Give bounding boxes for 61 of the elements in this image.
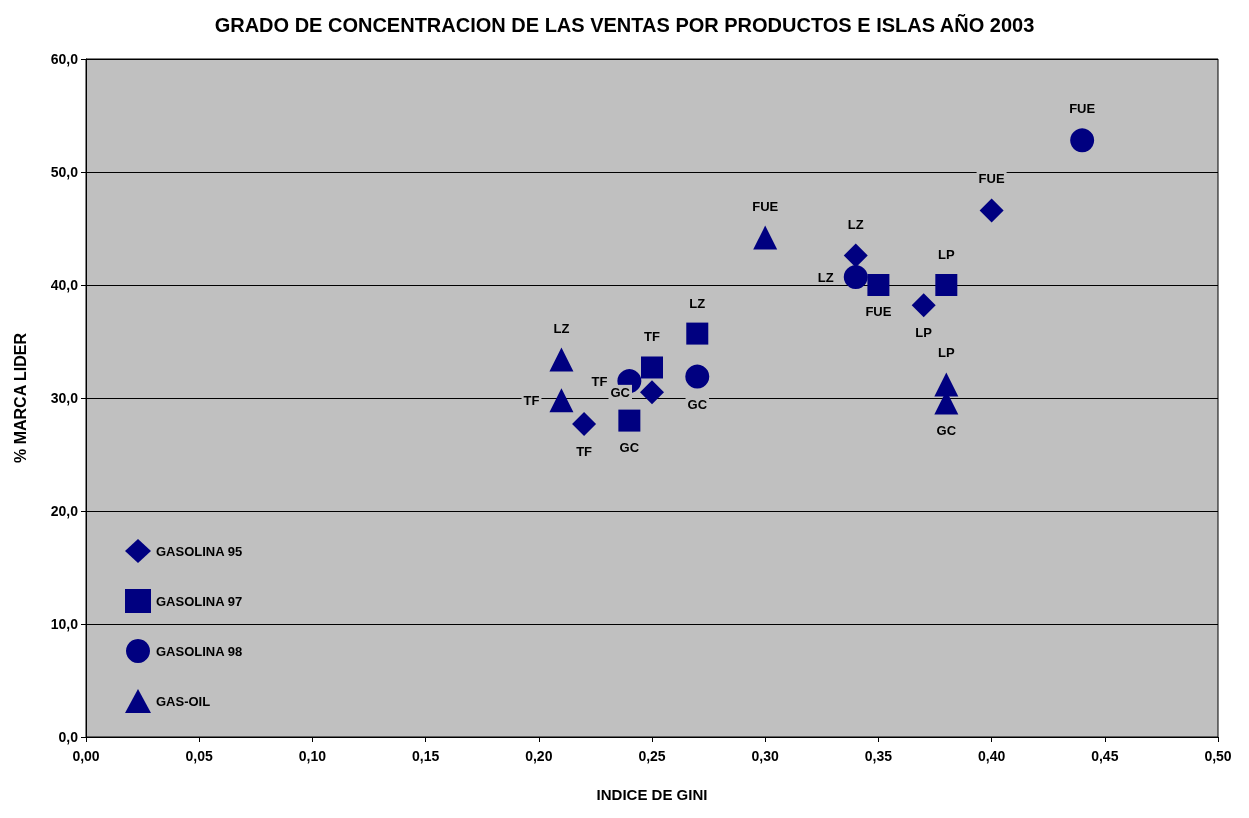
data-label: TF [591,373,608,389]
point [549,347,574,372]
data-label: GC [687,396,708,412]
y-tick-label: 20,0 [50,503,79,519]
x-tick-label: 0,35 [864,748,893,764]
point [1070,128,1095,153]
data-label: TF [523,392,540,408]
data-label: FUE [865,304,892,319]
legend-label: GASOLINA 97 [156,593,243,609]
data-label: FUE [752,198,779,214]
x-tick-label: 0,40 [977,748,1006,764]
x-tick-label: 0,50 [1204,748,1232,764]
chart-title: GRADO DE CONCENTRACION DE LAS VENTAS POR PRODUCTOS E ISLAS AÑO 2003 [214,14,1035,36]
point [934,372,959,397]
point [572,411,597,436]
point [911,293,936,318]
point [549,388,574,413]
x-tick-label: 0,15 [411,748,440,764]
y-tick-label: 40,0 [50,277,79,293]
data-label: LZ [817,269,834,285]
x-tick-label: 0,30 [751,748,780,764]
y-tick-label: 60,0 [50,51,79,67]
point [935,274,958,296]
y-tick-label: 30,0 [50,390,79,406]
data-label: LP [938,345,955,361]
data-label: TF [576,443,593,459]
data-label: GC [619,439,640,455]
y-axis-title: % MARCA LIDER [11,332,29,464]
point [843,243,868,268]
x-axis-title: INDICE DE GINI [596,786,708,803]
point [753,225,778,250]
point [843,265,868,290]
point [686,322,709,345]
x-tick-label: 0,10 [298,748,327,764]
x-tick-label: 0,20 [525,748,553,764]
y-tick-label: 0,0 [58,729,79,745]
legend-label: GASOLINA 95 [156,543,243,559]
legend-label: GASOLINA 98 [156,643,243,659]
data-label: GC [610,384,631,400]
x-tick-label: 0,25 [638,748,666,764]
data-label: LZ [847,216,864,232]
data-label: LP [915,325,933,341]
point [641,356,663,379]
point [867,274,890,296]
point [618,409,641,432]
point [685,364,710,389]
x-tick-label: 0,45 [1091,748,1119,764]
point [979,198,1004,223]
y-tick-label: 10,0 [50,616,79,632]
y-tick-label: 50,0 [50,164,79,180]
data-label: TF [644,329,660,345]
data-label: LZ [689,295,706,311]
point [640,380,664,405]
data-label: FUE [978,171,1005,187]
data-label: LP [938,247,955,262]
data-label: FUE [1069,101,1096,117]
x-tick-label: 0,00 [72,748,100,764]
x-tick-label: 0,05 [185,748,214,764]
data-label: GC [936,422,957,438]
data-label: LZ [553,320,570,336]
legend-label: GAS-OIL [156,693,211,709]
